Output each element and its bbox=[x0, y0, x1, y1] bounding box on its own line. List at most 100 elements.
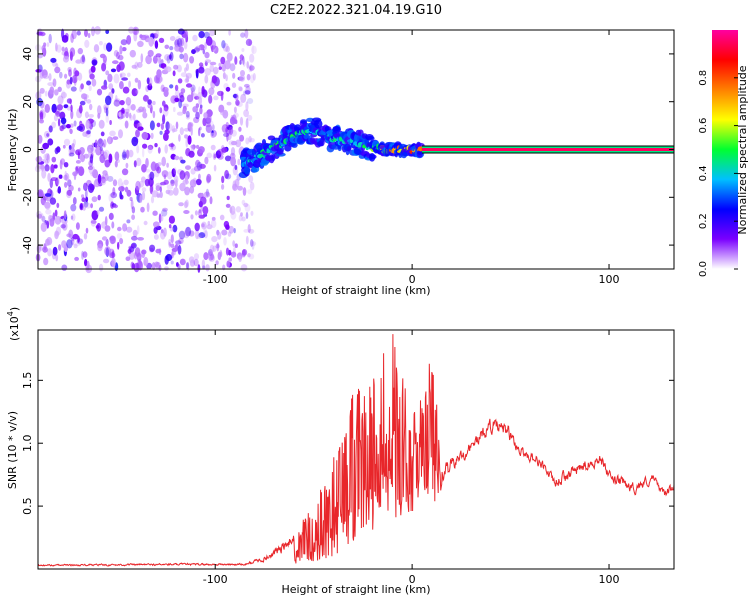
noise-speckle bbox=[88, 148, 92, 158]
noise-speckle bbox=[193, 258, 199, 267]
noise-speckle bbox=[154, 261, 160, 268]
noise-speckle bbox=[244, 90, 251, 95]
noise-speckle bbox=[166, 162, 169, 168]
noise-speckle bbox=[237, 158, 241, 166]
noise-speckle bbox=[82, 251, 88, 258]
noise-speckle bbox=[128, 80, 132, 88]
noise-speckle bbox=[209, 40, 217, 50]
noise-speckle bbox=[201, 259, 206, 269]
noise-speckle bbox=[178, 230, 186, 240]
noise-speckle bbox=[86, 260, 90, 269]
noise-speckle bbox=[100, 175, 105, 180]
noise-speckle bbox=[240, 70, 245, 77]
noise-speckle bbox=[209, 29, 215, 37]
noise-speckle bbox=[209, 244, 215, 253]
noise-speckle bbox=[225, 74, 228, 82]
noise-speckle bbox=[114, 98, 121, 103]
noise-speckle bbox=[109, 120, 112, 125]
noise-speckle bbox=[70, 204, 77, 212]
noise-speckle bbox=[240, 32, 246, 38]
noise-speckle bbox=[182, 179, 189, 185]
noise-speckle bbox=[39, 87, 45, 94]
noise-speckle bbox=[165, 121, 170, 131]
noise-speckle bbox=[198, 96, 203, 105]
noise-speckle bbox=[159, 186, 162, 193]
noise-speckle bbox=[161, 170, 169, 178]
noise-speckle bbox=[219, 249, 223, 258]
noise-speckle bbox=[183, 127, 190, 132]
noise-speckle bbox=[116, 51, 120, 60]
noise-speckle bbox=[62, 55, 70, 63]
y-tick-label: 1.5 bbox=[21, 372, 34, 390]
noise-speckle bbox=[123, 179, 129, 186]
noise-speckle bbox=[239, 116, 244, 126]
noise-speckle bbox=[190, 84, 196, 92]
noise-speckle bbox=[224, 60, 231, 70]
noise-speckle bbox=[119, 81, 124, 90]
noise-speckle bbox=[235, 93, 239, 100]
noise-speckle bbox=[154, 40, 159, 49]
noise-speckle bbox=[203, 225, 207, 235]
noise-speckle bbox=[145, 169, 151, 173]
noise-speckle bbox=[97, 243, 103, 252]
signal-halo bbox=[313, 119, 323, 129]
spectrogram-noise-region bbox=[34, 26, 257, 274]
noise-speckle bbox=[46, 237, 53, 246]
noise-speckle bbox=[209, 64, 215, 73]
signal-halo bbox=[277, 148, 284, 155]
noise-speckle bbox=[93, 44, 100, 53]
noise-speckle bbox=[131, 206, 136, 214]
noise-speckle bbox=[54, 230, 59, 240]
noise-speckle bbox=[232, 246, 236, 257]
noise-speckle bbox=[60, 224, 66, 229]
noise-speckle bbox=[172, 128, 178, 133]
noise-speckle bbox=[249, 65, 255, 71]
noise-speckle bbox=[178, 237, 184, 244]
noise-speckle bbox=[235, 139, 242, 148]
y-tick-label: 1.0 bbox=[21, 434, 34, 452]
noise-speckle bbox=[132, 229, 138, 237]
spectrogram-y-axis-label: Frequency (Hz) bbox=[6, 109, 19, 192]
noise-speckle bbox=[99, 154, 106, 164]
noise-speckle bbox=[223, 132, 230, 137]
noise-speckle bbox=[146, 202, 150, 213]
noise-speckle bbox=[178, 202, 184, 207]
noise-speckle bbox=[207, 220, 211, 226]
noise-speckle bbox=[136, 144, 140, 154]
signal-halo bbox=[291, 142, 298, 148]
noise-speckle bbox=[72, 197, 77, 205]
noise-speckle bbox=[195, 45, 202, 51]
noise-speckle bbox=[53, 164, 58, 169]
noise-speckle bbox=[85, 130, 91, 135]
noise-speckle bbox=[191, 49, 196, 55]
noise-speckle bbox=[47, 82, 54, 87]
noise-speckle bbox=[231, 82, 237, 88]
noise-speckle bbox=[137, 61, 143, 68]
noise-speckle bbox=[63, 104, 69, 109]
signal-halo bbox=[368, 153, 376, 162]
noise-speckle bbox=[69, 51, 73, 61]
noise-speckle bbox=[241, 216, 246, 222]
noise-speckle bbox=[157, 147, 161, 154]
noise-speckle bbox=[224, 169, 230, 179]
noise-speckle bbox=[120, 39, 128, 46]
noise-speckle bbox=[80, 83, 84, 90]
noise-speckle bbox=[74, 256, 79, 261]
noise-speckle bbox=[40, 195, 47, 206]
noise-speckle bbox=[133, 119, 140, 125]
noise-speckle bbox=[197, 209, 203, 217]
noise-speckle bbox=[206, 152, 213, 159]
noise-speckle bbox=[88, 114, 94, 118]
noise-speckle bbox=[104, 159, 111, 168]
noise-speckle bbox=[164, 66, 172, 73]
noise-speckle bbox=[247, 114, 253, 121]
noise-speckle bbox=[162, 207, 168, 212]
x-tick-label: -100 bbox=[203, 273, 228, 286]
noise-speckle bbox=[176, 38, 183, 47]
noise-speckle bbox=[136, 225, 140, 235]
noise-speckle bbox=[89, 103, 93, 111]
noise-speckle bbox=[85, 196, 89, 203]
noise-speckle bbox=[141, 191, 146, 201]
noise-speckle bbox=[192, 34, 198, 42]
noise-speckle bbox=[91, 26, 95, 37]
